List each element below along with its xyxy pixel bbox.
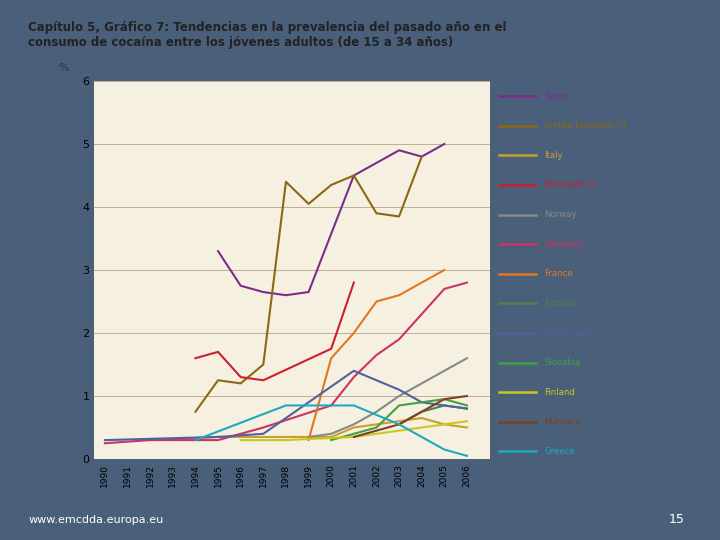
Text: Slovakia: Slovakia <box>544 358 580 367</box>
Text: %: % <box>58 63 68 73</box>
Text: Germany: Germany <box>544 240 584 248</box>
Text: Denmark (²): Denmark (²) <box>544 180 597 190</box>
Text: United Kingdom (¹): United Kingdom (¹) <box>544 122 626 130</box>
Text: Italy: Italy <box>544 151 563 160</box>
Text: Spain: Spain <box>544 92 569 100</box>
Text: Estonia: Estonia <box>544 299 576 308</box>
Text: Netherlands: Netherlands <box>544 328 597 338</box>
Text: Capítulo 5, Gráfico 7: Tendencias en la prevalencia del pasado año en el
consumo: Capítulo 5, Gráfico 7: Tendencias en la … <box>28 21 507 49</box>
Text: 15: 15 <box>669 513 685 526</box>
Text: France: France <box>544 269 573 278</box>
Text: Hungary: Hungary <box>544 417 581 427</box>
Text: Norway: Norway <box>544 210 577 219</box>
Text: www.emcdda.europa.eu: www.emcdda.europa.eu <box>28 515 163 525</box>
Text: Finland: Finland <box>544 388 575 397</box>
Text: Greece: Greece <box>544 447 575 456</box>
